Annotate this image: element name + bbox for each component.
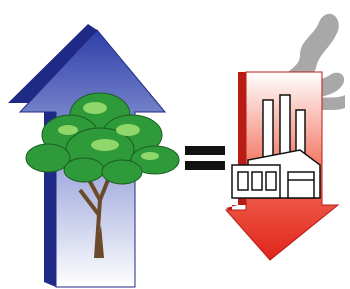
- equals-sign: [185, 146, 225, 170]
- illustration: [0, 0, 350, 289]
- page: [0, 0, 350, 289]
